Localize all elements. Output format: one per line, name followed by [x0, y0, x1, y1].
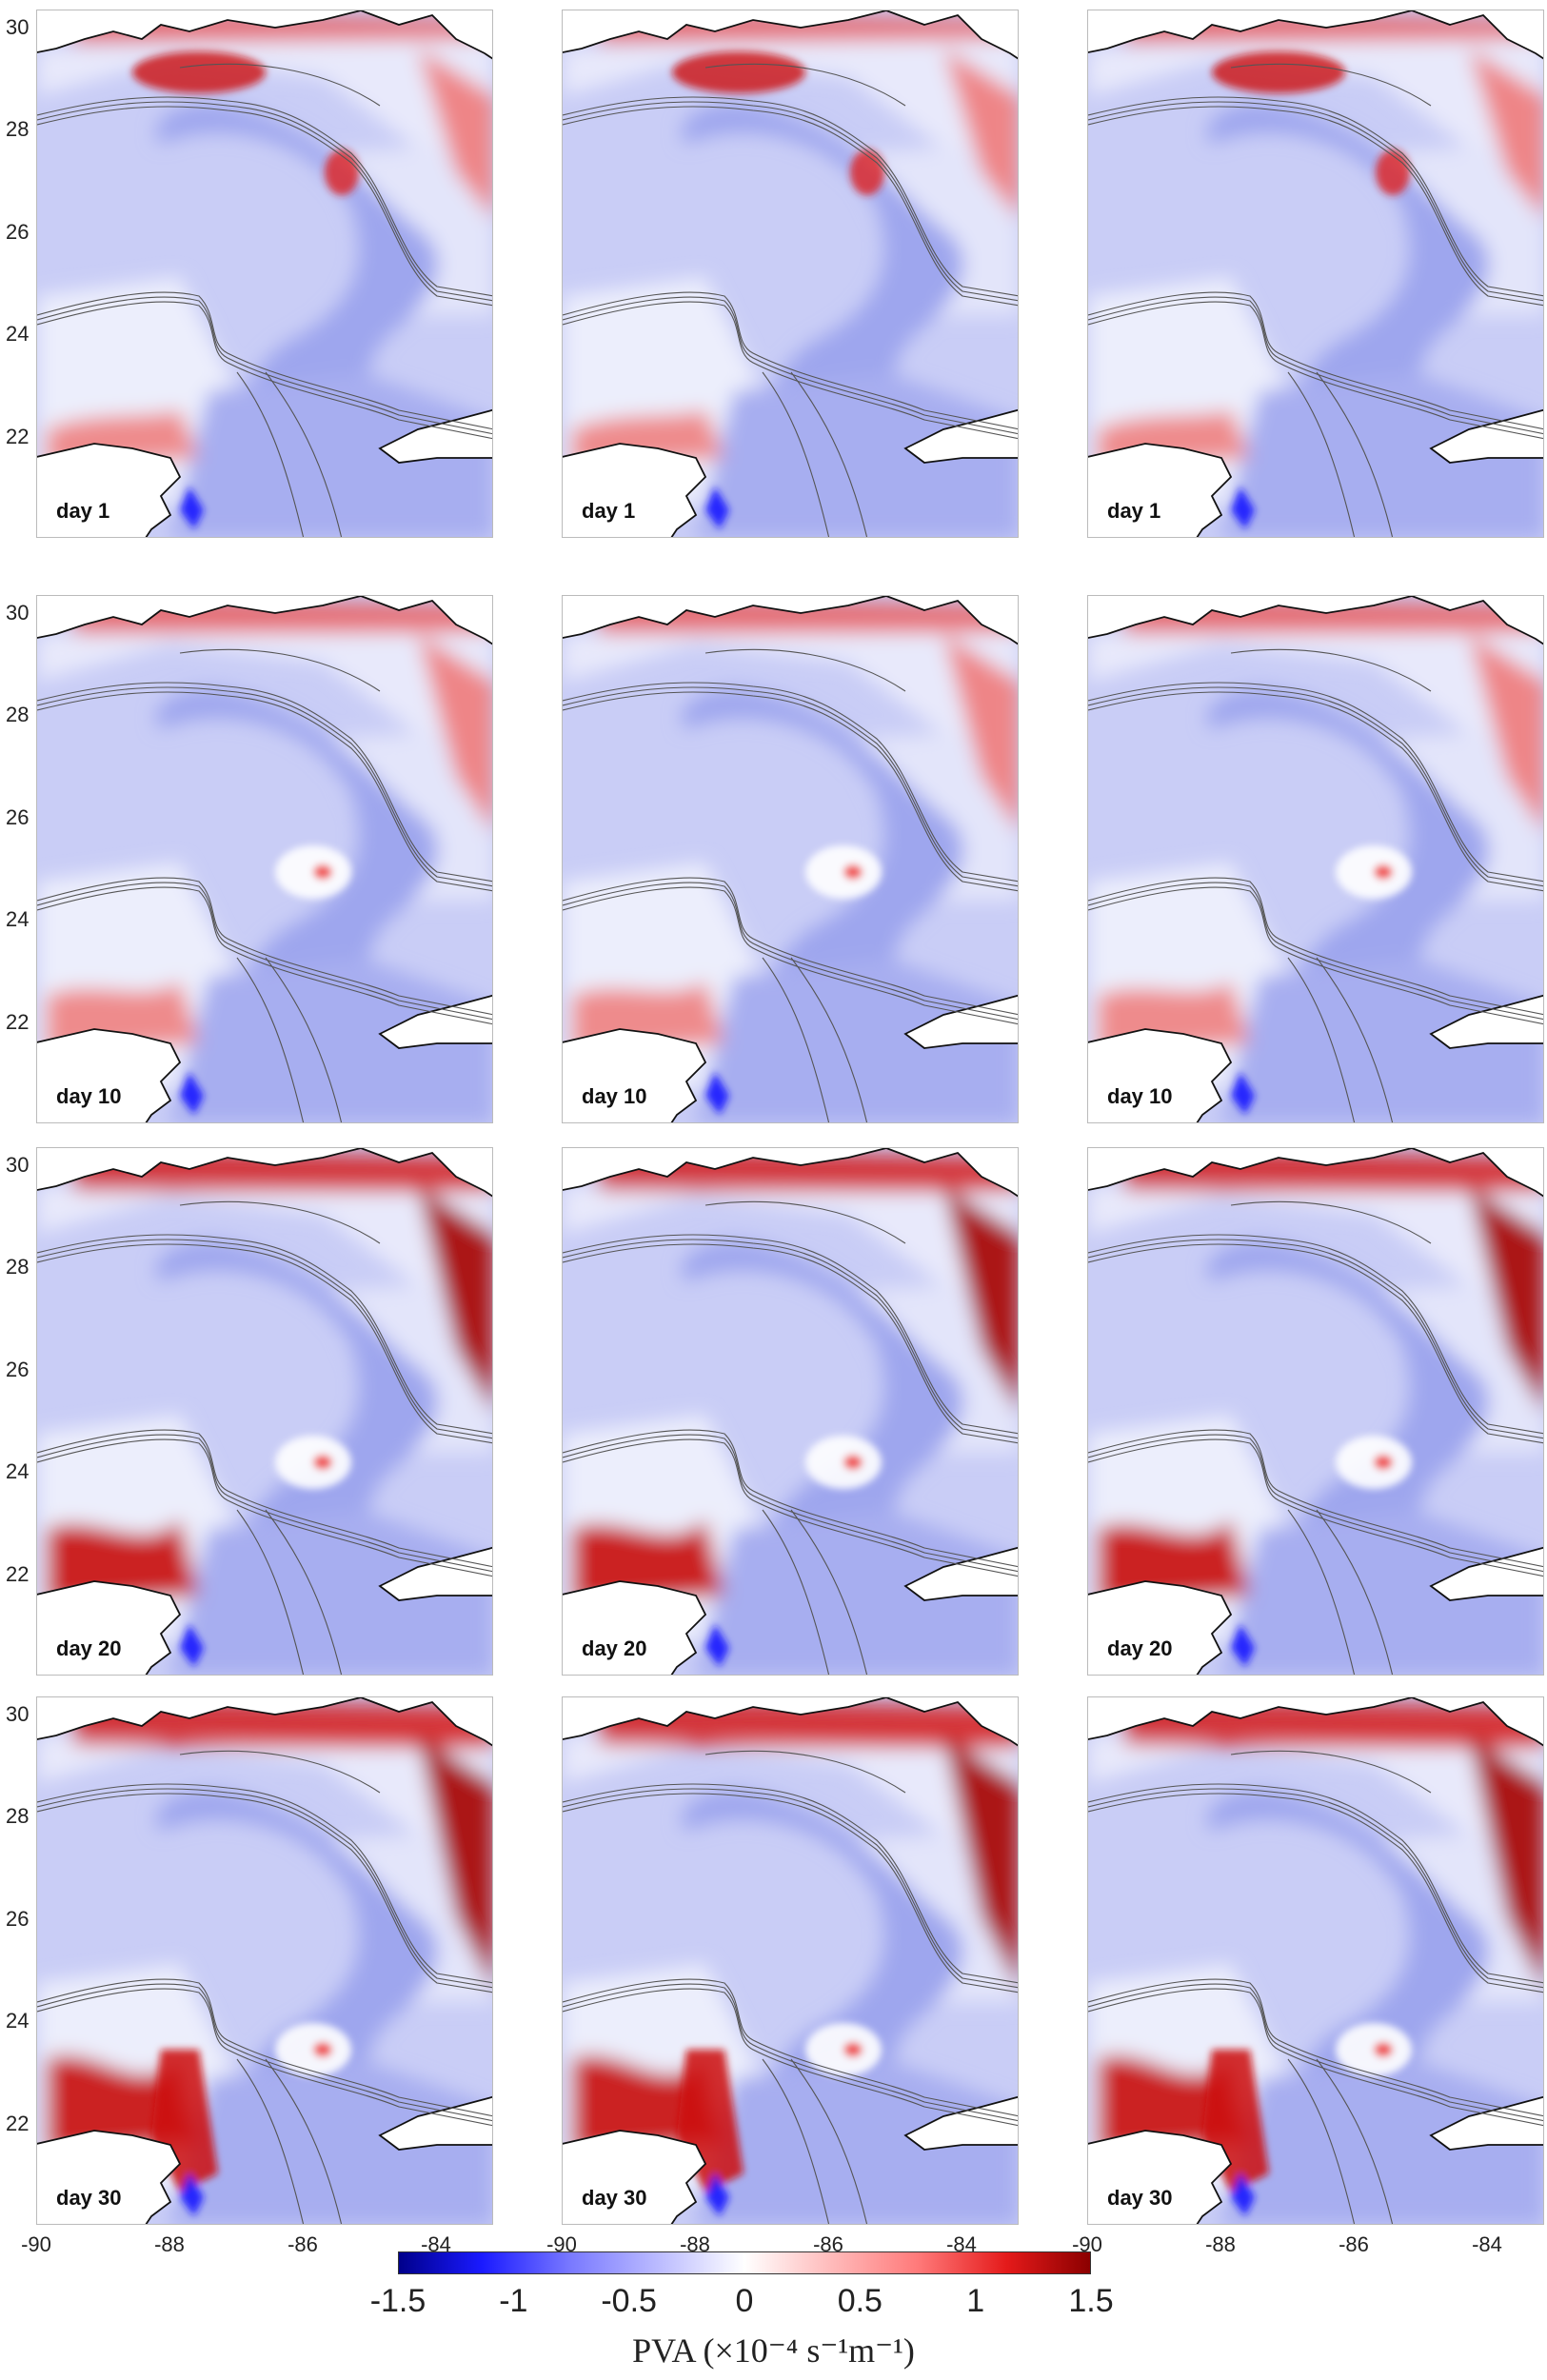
day-label: day 20 — [1101, 1634, 1180, 1665]
bathymetry-contours — [563, 1200, 1018, 1675]
pva-map — [1088, 1148, 1543, 1675]
map-panel: day 20 — [36, 1147, 493, 1676]
y-tick-label: 22 — [6, 1562, 30, 1586]
pva-map — [37, 596, 492, 1122]
x-tick-label: -88 — [1205, 2232, 1236, 2256]
bathymetry-contours — [1088, 648, 1543, 1122]
colorbar-tick-label: -1 — [499, 2283, 528, 2319]
y-tick-label: 26 — [6, 805, 30, 829]
bathymetry-contours — [1088, 63, 1543, 537]
day-label: day 10 — [1101, 1081, 1180, 1113]
y-tick-label: 30 — [6, 1702, 30, 1726]
bathymetry-contours — [37, 63, 492, 537]
bathymetry-contours — [37, 1200, 492, 1675]
day-label: day 20 — [576, 1634, 655, 1665]
pva-map — [37, 10, 492, 537]
y-tick-label: 30 — [6, 601, 30, 625]
y-tick-label: 22 — [6, 2112, 30, 2135]
pva-map — [37, 1148, 492, 1675]
colorbar-tick-label: 0.5 — [837, 2283, 883, 2319]
pva-map — [1088, 10, 1543, 537]
y-tick-label: 30 — [6, 15, 30, 39]
day-label: day 30 — [576, 2183, 655, 2214]
map-panel: day 1 — [36, 10, 493, 538]
map-panel: day 30 — [562, 1696, 1019, 2225]
x-tick-label: -84 — [1472, 2232, 1502, 2256]
y-tick-label: 26 — [6, 220, 30, 244]
map-panel: day 30 — [36, 1696, 493, 2225]
bathymetry-contours — [1088, 1750, 1543, 2224]
x-tick-label: -88 — [154, 2232, 185, 2256]
day-label: day 30 — [50, 2183, 129, 2214]
land — [37, 596, 492, 1122]
y-tick-label: 28 — [6, 1804, 30, 1828]
y-tick-label: 24 — [6, 322, 30, 346]
colorbar-label: PVA (×10⁻⁴ s⁻¹m⁻¹) — [632, 2331, 915, 2370]
x-tick-label: -86 — [1339, 2232, 1369, 2256]
bathymetry-contours — [563, 648, 1018, 1122]
y-tick-label: 26 — [6, 1907, 30, 1931]
y-tick-label: 28 — [6, 1255, 30, 1279]
map-panel: day 10 — [1087, 595, 1544, 1123]
pva-map — [1088, 1697, 1543, 2224]
pva-map — [563, 10, 1018, 537]
y-tick-label: 24 — [6, 2009, 30, 2033]
bathymetry-contours — [37, 648, 492, 1122]
pva-map — [563, 1148, 1018, 1675]
day-label: day 30 — [1101, 2183, 1180, 2214]
colorbar-tick-label: 1.5 — [1068, 2283, 1114, 2319]
y-tick-label: 26 — [6, 1358, 30, 1381]
y-tick-label: 22 — [6, 1010, 30, 1034]
bathymetry-contours — [563, 63, 1018, 537]
colorbar-tick-label: 0 — [735, 2283, 754, 2319]
colorbar — [398, 2251, 1091, 2274]
map-panel: day 10 — [36, 595, 493, 1123]
colorbar-tick-label: -0.5 — [601, 2283, 657, 2319]
map-panel: day 1 — [1087, 10, 1544, 538]
y-tick-label: 30 — [6, 1153, 30, 1177]
map-panel: day 1 — [562, 10, 1019, 538]
map-panel: day 10 — [562, 595, 1019, 1123]
pva-map — [37, 1697, 492, 2224]
y-tick-label: 24 — [6, 907, 30, 931]
x-tick-label: -86 — [288, 2232, 318, 2256]
day-label: day 10 — [50, 1081, 129, 1113]
y-tick-label: 24 — [6, 1459, 30, 1483]
y-tick-label: 28 — [6, 117, 30, 141]
x-tick-label: -90 — [21, 2232, 51, 2256]
pva-map — [563, 596, 1018, 1122]
pva-map — [563, 1697, 1018, 2224]
day-label: day 10 — [576, 1081, 655, 1113]
bathymetry-contours — [1088, 1200, 1543, 1675]
colorbar-tick-label: 1 — [966, 2283, 985, 2319]
bathymetry-contours — [37, 1750, 492, 2224]
map-panel: day 30 — [1087, 1696, 1544, 2225]
map-panel: day 20 — [562, 1147, 1019, 1676]
day-label: day 20 — [50, 1634, 129, 1665]
bathymetry-contours — [563, 1750, 1018, 2224]
day-label: day 1 — [1101, 496, 1169, 527]
colorbar-tick-label: -1.5 — [369, 2283, 426, 2319]
y-tick-label: 22 — [6, 425, 30, 448]
day-label: day 1 — [50, 496, 118, 527]
pva-map — [1088, 596, 1543, 1122]
map-panel: day 20 — [1087, 1147, 1544, 1676]
day-label: day 1 — [576, 496, 644, 527]
y-tick-label: 28 — [6, 703, 30, 726]
